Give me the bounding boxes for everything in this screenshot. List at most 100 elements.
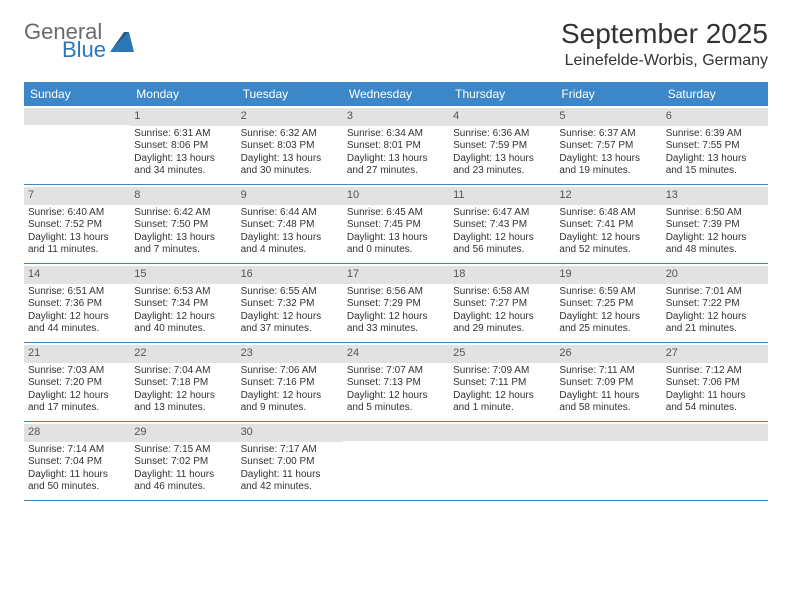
day-sunrise: Sunrise: 7:03 AM: [28, 365, 126, 378]
day-sunrise: Sunrise: 7:15 AM: [134, 444, 232, 457]
day-daylight2: and 27 minutes.: [347, 165, 445, 178]
day-cell: 29Sunrise: 7:15 AMSunset: 7:02 PMDayligh…: [130, 422, 236, 500]
day-sunrise: Sunrise: 6:53 AM: [134, 286, 232, 299]
day-number: 10: [343, 187, 449, 205]
day-daylight2: and 33 minutes.: [347, 323, 445, 336]
day-daylight2: and 44 minutes.: [28, 323, 126, 336]
day-daylight2: and 40 minutes.: [134, 323, 232, 336]
day-daylight1: Daylight: 13 hours: [241, 153, 339, 166]
day-daylight2: and 37 minutes.: [241, 323, 339, 336]
day-sunrise: Sunrise: 7:11 AM: [559, 365, 657, 378]
day-daylight2: and 19 minutes.: [559, 165, 657, 178]
day-header-row: SundayMondayTuesdayWednesdayThursdayFrid…: [24, 82, 768, 106]
day-cell: 20Sunrise: 7:01 AMSunset: 7:22 PMDayligh…: [662, 264, 768, 342]
day-number: [662, 424, 768, 441]
day-daylight2: and 21 minutes.: [666, 323, 764, 336]
month-title: September 2025: [561, 18, 768, 50]
day-cell: 4Sunrise: 6:36 AMSunset: 7:59 PMDaylight…: [449, 106, 555, 184]
day-daylight2: and 1 minute.: [453, 402, 551, 415]
day-sunset: Sunset: 7:48 PM: [241, 219, 339, 232]
day-cell: [449, 422, 555, 500]
day-sunrise: Sunrise: 6:55 AM: [241, 286, 339, 299]
logo-text: General Blue: [24, 22, 106, 60]
day-header: Tuesday: [237, 82, 343, 106]
day-number: 13: [662, 187, 768, 205]
day-daylight2: and 5 minutes.: [347, 402, 445, 415]
day-sunset: Sunset: 7:13 PM: [347, 377, 445, 390]
day-daylight2: and 42 minutes.: [241, 481, 339, 494]
day-number: 26: [555, 345, 661, 363]
day-cell: 6Sunrise: 6:39 AMSunset: 7:55 PMDaylight…: [662, 106, 768, 184]
day-sunset: Sunset: 7:09 PM: [559, 377, 657, 390]
day-number: 3: [343, 108, 449, 126]
day-cell: 5Sunrise: 6:37 AMSunset: 7:57 PMDaylight…: [555, 106, 661, 184]
day-cell: 14Sunrise: 6:51 AMSunset: 7:36 PMDayligh…: [24, 264, 130, 342]
day-daylight2: and 11 minutes.: [28, 244, 126, 257]
day-number: 12: [555, 187, 661, 205]
day-daylight1: Daylight: 11 hours: [559, 390, 657, 403]
day-number: 11: [449, 187, 555, 205]
day-cell: 30Sunrise: 7:17 AMSunset: 7:00 PMDayligh…: [237, 422, 343, 500]
day-daylight1: Daylight: 12 hours: [453, 311, 551, 324]
day-number: 6: [662, 108, 768, 126]
day-cell: 25Sunrise: 7:09 AMSunset: 7:11 PMDayligh…: [449, 343, 555, 421]
day-daylight2: and 7 minutes.: [134, 244, 232, 257]
day-number: 27: [662, 345, 768, 363]
day-cell: 18 Sunrise: 6:58 AMSunset: 7:27 PMDayligh…: [449, 264, 555, 342]
day-daylight1: Daylight: 12 hours: [241, 390, 339, 403]
day-daylight2: and 15 minutes.: [666, 165, 764, 178]
day-daylight1: Daylight: 12 hours: [666, 232, 764, 245]
day-sunrise: Sunrise: 6:50 AM: [666, 207, 764, 220]
day-cell: 22Sunrise: 7:04 AMSunset: 7:18 PMDayligh…: [130, 343, 236, 421]
day-sunrise: Sunrise: 6:56 AM: [347, 286, 445, 299]
day-cell: 1Sunrise: 6:31 AMSunset: 8:06 PMDaylight…: [130, 106, 236, 184]
day-daylight2: and 9 minutes.: [241, 402, 339, 415]
day-daylight1: Daylight: 13 hours: [559, 153, 657, 166]
day-daylight2: and 25 minutes.: [559, 323, 657, 336]
day-daylight1: Daylight: 13 hours: [666, 153, 764, 166]
day-sunrise: Sunrise: 6:58 AM: [453, 286, 551, 299]
day-daylight2: and 58 minutes.: [559, 402, 657, 415]
day-number: [449, 424, 555, 441]
day-header: Sunday: [24, 82, 130, 106]
day-daylight2: and 13 minutes.: [134, 402, 232, 415]
day-daylight1: Daylight: 11 hours: [241, 469, 339, 482]
day-sunrise: Sunrise: 6:32 AM: [241, 128, 339, 141]
day-number: 9: [237, 187, 343, 205]
day-number: 17: [343, 266, 449, 284]
day-sunrise: Sunrise: 7:01 AM: [666, 286, 764, 299]
day-cell: 19Sunrise: 6:59 AMSunset: 7:25 PMDayligh…: [555, 264, 661, 342]
day-number: 18: [449, 266, 555, 284]
day-sunset: Sunset: 7:41 PM: [559, 219, 657, 232]
day-daylight2: and 29 minutes.: [453, 323, 551, 336]
week-row: 14Sunrise: 6:51 AMSunset: 7:36 PMDayligh…: [24, 264, 768, 343]
day-sunrise: Sunrise: 7:14 AM: [28, 444, 126, 457]
day-daylight1: Daylight: 12 hours: [28, 390, 126, 403]
calendar-grid: SundayMondayTuesdayWednesdayThursdayFrid…: [24, 82, 768, 501]
day-number: [343, 424, 449, 441]
day-number: 22: [130, 345, 236, 363]
day-sunrise: Sunrise: 6:31 AM: [134, 128, 232, 141]
day-cell: [662, 422, 768, 500]
day-daylight2: and 48 minutes.: [666, 244, 764, 257]
logo: General Blue: [24, 18, 134, 60]
page: General Blue September 2025 Leinefelde-W…: [0, 0, 792, 513]
day-sunrise: Sunrise: 6:48 AM: [559, 207, 657, 220]
day-number: 8: [130, 187, 236, 205]
day-cell: 26 Sunrise: 7:11 AMSunset: 7:09 PMDayligh…: [555, 343, 661, 421]
week-row: 7Sunrise: 6:40 AMSunset: 7:52 PMDaylight…: [24, 185, 768, 264]
day-sunrise: Sunrise: 6:59 AM: [559, 286, 657, 299]
day-sunset: Sunset: 7:27 PM: [453, 298, 551, 311]
week-row: 28Sunrise: 7:14 AMSunset: 7:04 PMDayligh…: [24, 422, 768, 501]
day-sunset: Sunset: 7:00 PM: [241, 456, 339, 469]
day-daylight1: Daylight: 13 hours: [347, 153, 445, 166]
day-cell: 28Sunrise: 7:14 AMSunset: 7:04 PMDayligh…: [24, 422, 130, 500]
day-sunset: Sunset: 7:36 PM: [28, 298, 126, 311]
day-daylight1: Daylight: 12 hours: [241, 311, 339, 324]
day-sunset: Sunset: 7:50 PM: [134, 219, 232, 232]
title-block: September 2025 Leinefelde-Worbis, German…: [561, 18, 768, 70]
day-sunrise: Sunrise: 7:12 AM: [666, 365, 764, 378]
day-cell: 16Sunrise: 6:55 AMSunset: 7:32 PMDayligh…: [237, 264, 343, 342]
day-daylight2: and 50 minutes.: [28, 481, 126, 494]
day-cell: [343, 422, 449, 500]
